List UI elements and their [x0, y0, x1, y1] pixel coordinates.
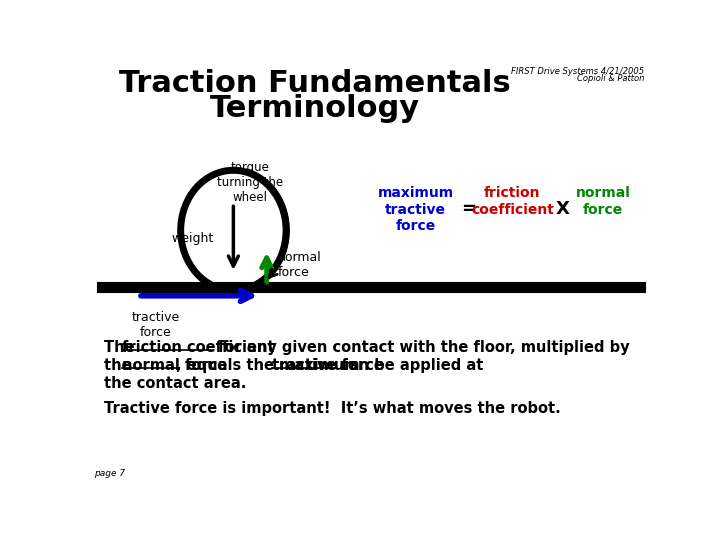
Text: torque
turning the
wheel: torque turning the wheel: [217, 161, 284, 204]
Text: Traction Fundamentals: Traction Fundamentals: [119, 69, 510, 98]
Text: maximum
tractive
force: maximum tractive force: [377, 186, 454, 233]
Text: the contact area.: the contact area.: [104, 376, 246, 391]
Text: normal force: normal force: [122, 358, 228, 373]
Text: tractive force: tractive force: [271, 358, 384, 373]
Text: , equals the maximum: , equals the maximum: [176, 358, 365, 373]
Text: weight: weight: [172, 232, 215, 245]
Text: normal
force: normal force: [277, 251, 321, 279]
Text: FIRST Drive Systems 4/21/2005: FIRST Drive Systems 4/21/2005: [511, 67, 644, 76]
Text: X: X: [556, 200, 570, 218]
Text: for any given contact with the floor, multiplied by: for any given contact with the floor, mu…: [213, 340, 629, 355]
Text: The: The: [104, 340, 140, 355]
Text: page 7: page 7: [94, 469, 125, 477]
Text: friction coefficient: friction coefficient: [122, 340, 275, 355]
Text: the: the: [104, 358, 137, 373]
Text: can be applied at: can be applied at: [336, 358, 484, 373]
Text: =: =: [461, 200, 476, 218]
Text: tractive
force: tractive force: [132, 311, 180, 339]
Text: Tractive force is important!  It’s what moves the robot.: Tractive force is important! It’s what m…: [104, 401, 561, 416]
Text: Terminology: Terminology: [210, 94, 420, 123]
Text: normal
force: normal force: [575, 186, 631, 217]
Text: Copioli & Patton: Copioli & Patton: [577, 74, 644, 83]
Text: friction
coefficient: friction coefficient: [471, 186, 554, 217]
